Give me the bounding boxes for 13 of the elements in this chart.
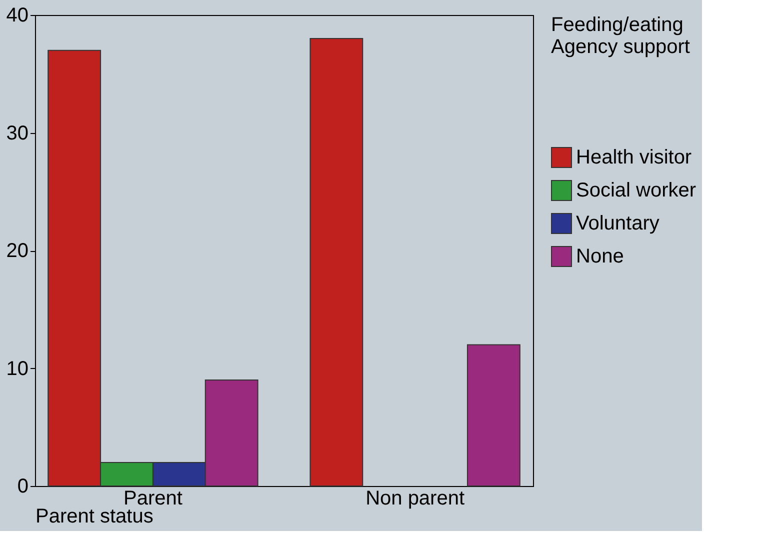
legend-label: Social worker (576, 180, 696, 202)
y-tick-label: 30 (6, 122, 28, 144)
legend-title: Feeding/eating Agency support (551, 14, 690, 58)
y-tick-label: 20 (6, 240, 28, 262)
bar (310, 38, 364, 486)
y-tick-label: 10 (6, 358, 28, 380)
y-tick-label: 0 (17, 476, 28, 498)
x-tick-label: Non parent (366, 488, 465, 510)
legend-label: None (576, 246, 624, 268)
legend-label: Voluntary (576, 212, 660, 234)
bar (466, 344, 520, 486)
y-tick-label: 40 (6, 4, 28, 26)
legend-label: Health visitor (576, 146, 692, 168)
